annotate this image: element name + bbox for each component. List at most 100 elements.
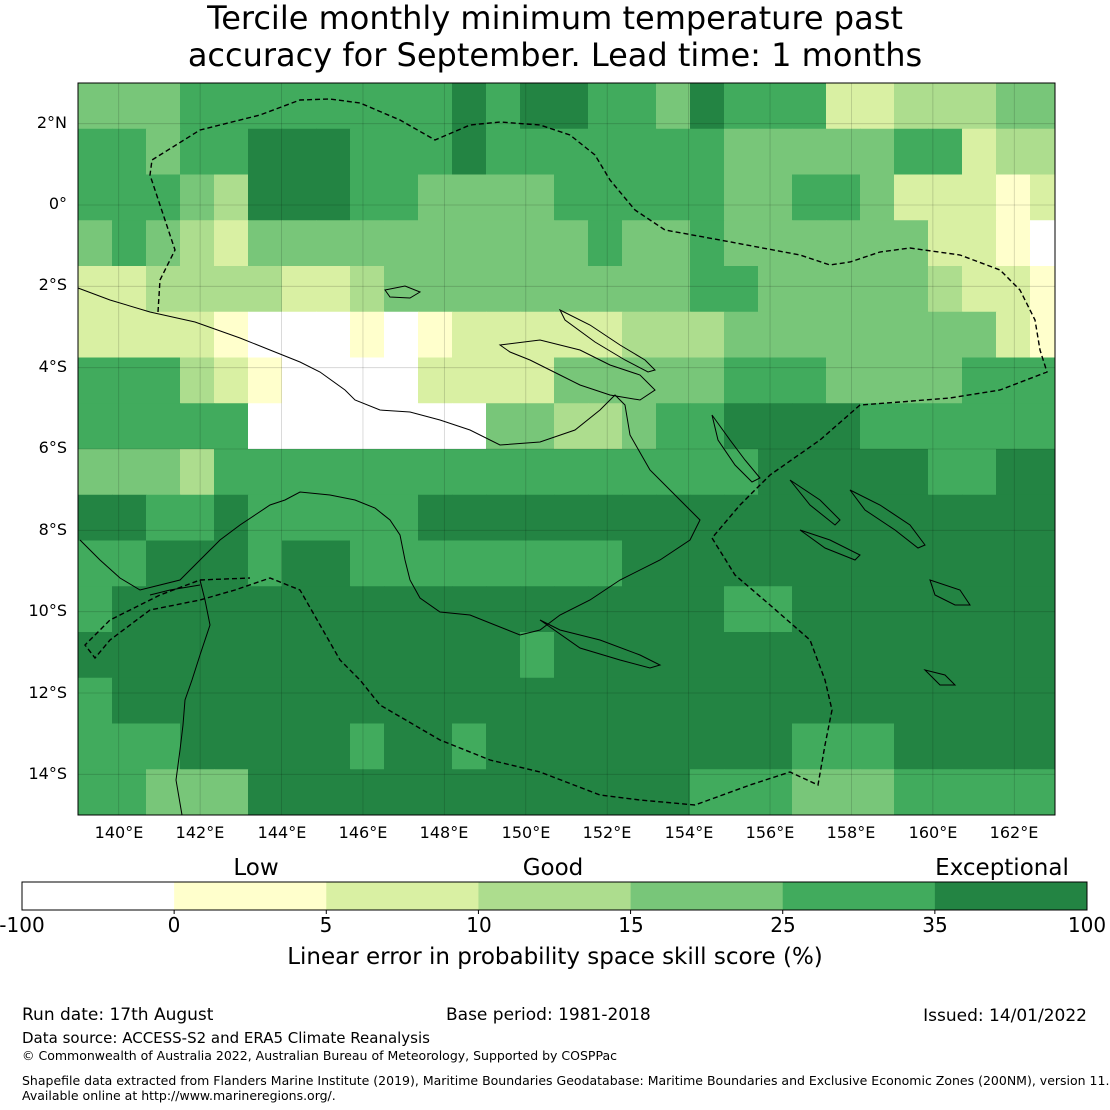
grid-cell — [316, 494, 351, 541]
grid-cell — [350, 357, 385, 404]
grid-cell — [894, 540, 929, 587]
grid-cell — [860, 586, 895, 633]
colorbar-segment — [934, 882, 1088, 910]
grid-cell — [180, 174, 215, 221]
grid-cell — [1030, 723, 1055, 770]
grid-cell — [758, 357, 793, 404]
grid-cell — [622, 540, 657, 587]
grid-cell — [316, 403, 351, 450]
grid-cell — [452, 220, 487, 267]
grid-cell — [894, 769, 929, 815]
grid-cell — [418, 266, 453, 313]
grid-cell — [418, 769, 453, 815]
run-date: Run date: 17th August — [22, 1005, 214, 1025]
grid-cell — [554, 266, 589, 313]
grid-cell — [554, 83, 589, 130]
grid-cell — [962, 220, 997, 267]
grid-cell — [78, 769, 113, 815]
x-tick-150E: 150°E — [501, 823, 551, 842]
grid-cell — [622, 723, 657, 770]
grid-cell — [826, 357, 861, 404]
grid-cell — [656, 266, 691, 313]
grid-cell — [860, 128, 895, 175]
grid-cell — [724, 83, 759, 130]
grid-cell — [588, 769, 623, 815]
grid-cell — [928, 357, 963, 404]
grid-cell — [928, 540, 963, 587]
grid-cell — [554, 540, 589, 587]
grid-cell — [622, 677, 657, 724]
grid-cell — [418, 83, 453, 130]
grid-cell — [724, 586, 759, 633]
grid-cell — [724, 403, 759, 450]
grid-cell — [452, 586, 487, 633]
eez-png-boundary — [84, 98, 1048, 806]
grid-cell — [826, 586, 861, 633]
grid-cell — [248, 83, 283, 130]
colorbar-category-low: Low — [233, 855, 279, 881]
grid-cell — [826, 677, 861, 724]
grid-cell — [1030, 632, 1055, 679]
grid-cell — [214, 494, 249, 541]
grid-cell — [350, 174, 385, 221]
grid-cell — [384, 357, 419, 404]
grid-cell — [418, 677, 453, 724]
grid-cell — [996, 677, 1031, 724]
grid-cell — [78, 494, 113, 541]
grid-cell — [350, 266, 385, 313]
grid-cell — [282, 586, 317, 633]
grid-cell — [758, 311, 793, 358]
grid-cell — [248, 632, 283, 679]
grid-cell — [452, 723, 487, 770]
grid-cell — [996, 266, 1031, 313]
grid-cell — [384, 494, 419, 541]
grid-cell — [622, 357, 657, 404]
base-period: Base period: 1981-2018 — [446, 1005, 651, 1025]
grid-cell — [724, 128, 759, 175]
grid-cell — [622, 311, 657, 358]
grid-cell — [146, 403, 181, 450]
grid-cell — [826, 83, 861, 130]
coastline-solomons-3 — [799, 529, 861, 561]
grid-cell — [554, 723, 589, 770]
x-tick-160E: 160°E — [908, 823, 958, 842]
grid-cell — [928, 769, 963, 815]
grid-cell — [418, 311, 453, 358]
grid-cell — [520, 174, 555, 221]
grid-cell — [996, 220, 1031, 267]
grid-cell — [282, 311, 317, 358]
grid-cell — [622, 449, 657, 496]
grid-cell — [248, 494, 283, 541]
grid-cell — [690, 723, 725, 770]
colorbar-label: Linear error in probability space skill … — [287, 944, 823, 970]
map-frame — [77, 82, 1056, 816]
grid-cell — [316, 449, 351, 496]
x-tick-158E: 158°E — [826, 823, 876, 842]
grid-cell — [996, 403, 1031, 450]
grid-cell — [248, 723, 283, 770]
grid-cell — [282, 769, 317, 815]
grid-cell — [452, 632, 487, 679]
grid-cell — [520, 83, 555, 130]
grid-cell — [588, 174, 623, 221]
grid-cell — [282, 723, 317, 770]
grid-cell — [588, 128, 623, 175]
grid-cell — [792, 632, 827, 679]
grid-cell — [894, 723, 929, 770]
grid-cell — [1030, 266, 1055, 313]
grid-cell — [350, 220, 385, 267]
grid-cell — [792, 723, 827, 770]
grid-cell — [180, 449, 215, 496]
grid-cell — [588, 449, 623, 496]
grid-cell — [996, 769, 1031, 815]
y-tick-0: 0° — [48, 194, 67, 213]
grid-cell — [962, 83, 997, 130]
grid-cell — [690, 83, 725, 130]
grid-cell — [248, 220, 283, 267]
grid-cell — [316, 266, 351, 313]
colorbar-frame — [21, 881, 1088, 911]
grid-cell — [554, 174, 589, 221]
grid-cell — [792, 357, 827, 404]
grid-cell — [316, 769, 351, 815]
grid-cell — [418, 357, 453, 404]
